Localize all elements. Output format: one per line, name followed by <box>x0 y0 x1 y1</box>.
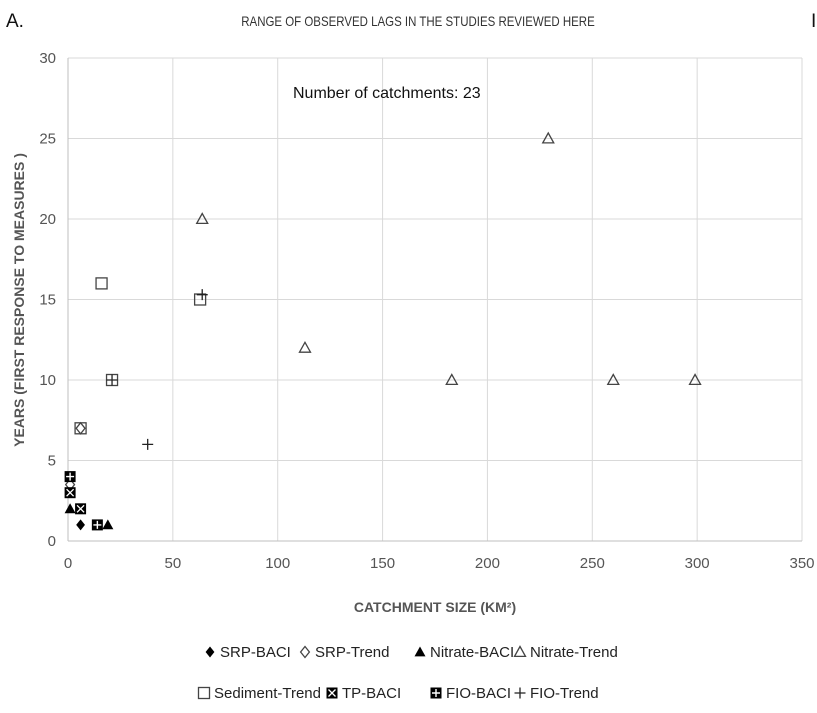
y-tick-label: 0 <box>48 533 56 550</box>
edge-fragment: I <box>811 11 816 32</box>
y-tick-label: 10 <box>39 372 56 389</box>
grid <box>68 57 803 541</box>
point-nitrate-trend <box>445 373 459 386</box>
legend-label-nitrate-trend: Nitrate-Trend <box>530 644 618 661</box>
legend-marker-srp-trend <box>299 645 311 659</box>
catchment-count-annotation: Number of catchments: 23 <box>293 85 481 102</box>
legend-marker-tp-baci <box>326 687 338 699</box>
legend-item-sediment-trend: Sediment-Trend <box>197 685 321 702</box>
x-tick-label: 100 <box>265 555 290 572</box>
legend-marker-nitrate-baci <box>414 646 426 657</box>
point-fio-trend <box>142 438 154 450</box>
point-sediment-trend <box>193 293 207 306</box>
point-sediment-trend <box>74 422 87 435</box>
legend-item-fio-baci: FIO-BACI <box>430 685 511 702</box>
point-srp-baci <box>76 519 85 531</box>
x-tick-label: 0 <box>64 555 72 572</box>
point-nitrate-trend <box>541 131 555 144</box>
x-tick-label: 250 <box>580 555 605 572</box>
panel-label: A. <box>6 11 24 32</box>
point-fio-baci <box>64 471 76 483</box>
legend-label-fio-baci: FIO-BACI <box>446 685 511 702</box>
x-tick-label: 300 <box>685 555 710 572</box>
tick-labels: 0 50 100 150 200 250 300 350 0 5 10 15 20 25 30 <box>39 50 814 572</box>
legend: SRP-BACI SRP-Trend Nitrate-BACI Nitrate-Tre… <box>197 644 618 702</box>
y-tick-label: 25 <box>39 131 56 148</box>
point-tp-baci <box>75 503 87 515</box>
point-nitrate-trend <box>688 373 702 386</box>
legend-marker-nitrate-trend <box>513 645 527 658</box>
legend-marker-fio-trend <box>514 687 526 699</box>
y-tick-label: 15 <box>39 292 56 309</box>
legend-item-srp-trend: SRP-Trend <box>299 644 389 661</box>
x-tick-label: 50 <box>165 555 182 572</box>
legend-label-srp-trend: SRP-Trend <box>315 644 389 661</box>
legend-marker-srp-baci <box>205 646 215 658</box>
legend-label-fio-trend: FIO-Trend <box>530 685 599 702</box>
legend-label-srp-baci: SRP-BACI <box>220 644 291 661</box>
legend-marker-sediment-trend <box>197 686 211 700</box>
point-tp-baci <box>64 487 76 499</box>
legend-item-nitrate-baci: Nitrate-BACI <box>414 644 514 661</box>
point-fio-trend <box>106 374 118 386</box>
x-tick-label: 150 <box>370 555 395 572</box>
x-tick-label: 200 <box>475 555 500 572</box>
data-points <box>64 131 702 531</box>
legend-label-nitrate-baci: Nitrate-BACI <box>430 644 514 661</box>
y-tick-label: 5 <box>48 453 56 470</box>
point-nitrate-baci <box>64 503 76 514</box>
x-axis-title: CATCHMENT SIZE (KM²) <box>354 599 516 615</box>
legend-marker-fio-baci <box>430 687 442 699</box>
legend-label-sediment-trend: Sediment-Trend <box>214 685 321 702</box>
y-tick-label: 20 <box>39 211 56 228</box>
point-nitrate-trend <box>195 212 209 225</box>
point-fio-baci <box>91 519 103 531</box>
point-fio-trend <box>196 289 208 301</box>
legend-item-fio-trend: FIO-Trend <box>514 685 599 702</box>
x-tick-label: 350 <box>789 555 814 572</box>
point-nitrate-trend <box>298 340 312 353</box>
y-axis-title: YEARS (FIRST RESPONSE TO MEASURES ) <box>11 153 27 447</box>
legend-label-tp-baci: TP-BACI <box>342 685 401 702</box>
point-srp-trend <box>75 421 86 435</box>
legend-item-srp-baci: SRP-BACI <box>205 644 291 661</box>
axes <box>67 58 802 542</box>
chart-title: RANGE OF OBSERVED LAGS IN THE STUDIES RE… <box>241 13 594 29</box>
legend-item-tp-baci: TP-BACI <box>326 685 401 702</box>
legend-item-nitrate-trend: Nitrate-Trend <box>513 644 618 661</box>
point-nitrate-baci <box>102 519 114 530</box>
y-tick-label: 30 <box>39 50 56 67</box>
point-sediment-trend <box>95 277 108 290</box>
point-nitrate-trend <box>606 373 620 386</box>
